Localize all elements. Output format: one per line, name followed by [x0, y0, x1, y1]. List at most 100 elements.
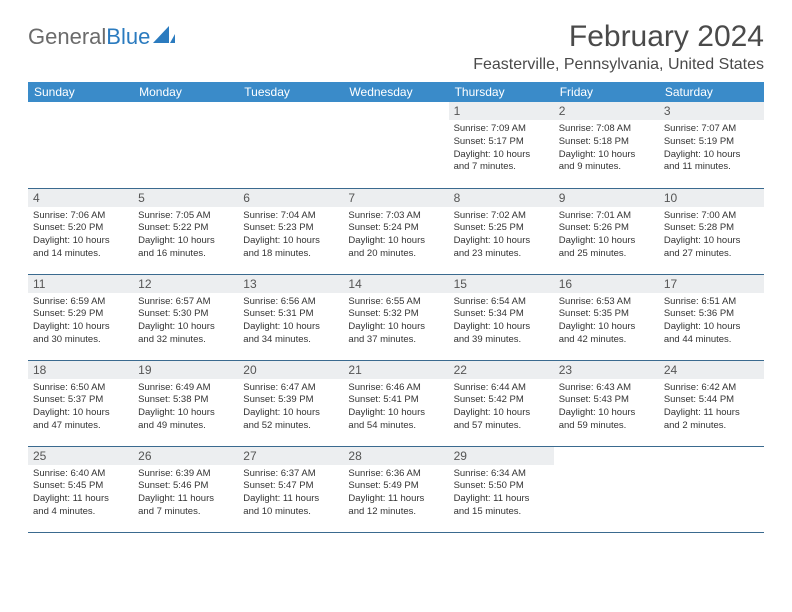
calendar-day-cell: 16Sunrise: 6:53 AMSunset: 5:35 PMDayligh… [554, 274, 659, 360]
day-number: 2 [554, 102, 659, 120]
calendar-day-cell: 6Sunrise: 7:04 AMSunset: 5:23 PMDaylight… [238, 188, 343, 274]
calendar-day-cell: 2Sunrise: 7:08 AMSunset: 5:18 PMDaylight… [554, 102, 659, 188]
day-number: 9 [554, 189, 659, 207]
day-data: Sunrise: 7:04 AMSunset: 5:23 PMDaylight:… [238, 207, 343, 265]
day-number: 1 [449, 102, 554, 120]
day-data: Sunrise: 6:55 AMSunset: 5:32 PMDaylight:… [343, 293, 448, 351]
calendar-day-cell [238, 102, 343, 188]
calendar-day-cell: 21Sunrise: 6:46 AMSunset: 5:41 PMDayligh… [343, 360, 448, 446]
day-header: Saturday [659, 82, 764, 102]
calendar-day-cell: 1Sunrise: 7:09 AMSunset: 5:17 PMDaylight… [449, 102, 554, 188]
calendar-day-cell [343, 102, 448, 188]
day-data: Sunrise: 6:37 AMSunset: 5:47 PMDaylight:… [238, 465, 343, 523]
calendar-day-cell: 22Sunrise: 6:44 AMSunset: 5:42 PMDayligh… [449, 360, 554, 446]
calendar-day-cell: 9Sunrise: 7:01 AMSunset: 5:26 PMDaylight… [554, 188, 659, 274]
day-number: 25 [28, 447, 133, 465]
day-data: Sunrise: 6:51 AMSunset: 5:36 PMDaylight:… [659, 293, 764, 351]
day-number: 4 [28, 189, 133, 207]
day-number: 13 [238, 275, 343, 293]
day-header: Wednesday [343, 82, 448, 102]
calendar-day-cell: 11Sunrise: 6:59 AMSunset: 5:29 PMDayligh… [28, 274, 133, 360]
calendar-day-cell: 15Sunrise: 6:54 AMSunset: 5:34 PMDayligh… [449, 274, 554, 360]
calendar-week-row: 11Sunrise: 6:59 AMSunset: 5:29 PMDayligh… [28, 274, 764, 360]
calendar-day-cell: 8Sunrise: 7:02 AMSunset: 5:25 PMDaylight… [449, 188, 554, 274]
calendar-day-cell: 4Sunrise: 7:06 AMSunset: 5:20 PMDaylight… [28, 188, 133, 274]
calendar-page: GeneralBlue February 2024 Feasterville, … [0, 0, 792, 533]
day-data: Sunrise: 6:36 AMSunset: 5:49 PMDaylight:… [343, 465, 448, 523]
day-data: Sunrise: 6:44 AMSunset: 5:42 PMDaylight:… [449, 379, 554, 437]
calendar-tbody: 1Sunrise: 7:09 AMSunset: 5:17 PMDaylight… [28, 102, 764, 532]
day-data: Sunrise: 7:03 AMSunset: 5:24 PMDaylight:… [343, 207, 448, 265]
day-data: Sunrise: 7:06 AMSunset: 5:20 PMDaylight:… [28, 207, 133, 265]
day-number: 16 [554, 275, 659, 293]
day-number: 20 [238, 361, 343, 379]
day-data: Sunrise: 6:53 AMSunset: 5:35 PMDaylight:… [554, 293, 659, 351]
day-data: Sunrise: 6:39 AMSunset: 5:46 PMDaylight:… [133, 465, 238, 523]
calendar-week-row: 25Sunrise: 6:40 AMSunset: 5:45 PMDayligh… [28, 446, 764, 532]
day-number: 19 [133, 361, 238, 379]
day-data: Sunrise: 6:50 AMSunset: 5:37 PMDaylight:… [28, 379, 133, 437]
day-data: Sunrise: 7:02 AMSunset: 5:25 PMDaylight:… [449, 207, 554, 265]
logo-text-general: General [28, 24, 106, 50]
calendar-day-cell: 20Sunrise: 6:47 AMSunset: 5:39 PMDayligh… [238, 360, 343, 446]
day-number: 18 [28, 361, 133, 379]
day-header: Thursday [449, 82, 554, 102]
calendar-day-cell: 18Sunrise: 6:50 AMSunset: 5:37 PMDayligh… [28, 360, 133, 446]
calendar-day-cell: 23Sunrise: 6:43 AMSunset: 5:43 PMDayligh… [554, 360, 659, 446]
calendar-day-cell: 7Sunrise: 7:03 AMSunset: 5:24 PMDaylight… [343, 188, 448, 274]
day-number: 3 [659, 102, 764, 120]
header: GeneralBlue February 2024 Feasterville, … [28, 20, 764, 74]
calendar-day-cell: 12Sunrise: 6:57 AMSunset: 5:30 PMDayligh… [133, 274, 238, 360]
day-number: 27 [238, 447, 343, 465]
month-title: February 2024 [473, 20, 764, 54]
day-number: 11 [28, 275, 133, 293]
day-data: Sunrise: 6:54 AMSunset: 5:34 PMDaylight:… [449, 293, 554, 351]
day-number: 23 [554, 361, 659, 379]
calendar-day-cell: 25Sunrise: 6:40 AMSunset: 5:45 PMDayligh… [28, 446, 133, 532]
day-number: 24 [659, 361, 764, 379]
day-data: Sunrise: 7:07 AMSunset: 5:19 PMDaylight:… [659, 120, 764, 178]
day-data: Sunrise: 6:49 AMSunset: 5:38 PMDaylight:… [133, 379, 238, 437]
day-number: 28 [343, 447, 448, 465]
day-data: Sunrise: 6:46 AMSunset: 5:41 PMDaylight:… [343, 379, 448, 437]
day-data: Sunrise: 6:56 AMSunset: 5:31 PMDaylight:… [238, 293, 343, 351]
day-data: Sunrise: 7:09 AMSunset: 5:17 PMDaylight:… [449, 120, 554, 178]
calendar-day-cell: 5Sunrise: 7:05 AMSunset: 5:22 PMDaylight… [133, 188, 238, 274]
calendar-thead: SundayMondayTuesdayWednesdayThursdayFrid… [28, 82, 764, 102]
calendar-day-cell: 19Sunrise: 6:49 AMSunset: 5:38 PMDayligh… [133, 360, 238, 446]
day-data: Sunrise: 6:59 AMSunset: 5:29 PMDaylight:… [28, 293, 133, 351]
calendar-week-row: 4Sunrise: 7:06 AMSunset: 5:20 PMDaylight… [28, 188, 764, 274]
day-data: Sunrise: 7:01 AMSunset: 5:26 PMDaylight:… [554, 207, 659, 265]
calendar-day-cell: 13Sunrise: 6:56 AMSunset: 5:31 PMDayligh… [238, 274, 343, 360]
day-header: Friday [554, 82, 659, 102]
day-data: Sunrise: 6:43 AMSunset: 5:43 PMDaylight:… [554, 379, 659, 437]
day-number: 22 [449, 361, 554, 379]
day-number: 12 [133, 275, 238, 293]
calendar-day-cell: 28Sunrise: 6:36 AMSunset: 5:49 PMDayligh… [343, 446, 448, 532]
day-number: 29 [449, 447, 554, 465]
day-number: 14 [343, 275, 448, 293]
calendar-day-cell [659, 446, 764, 532]
day-data: Sunrise: 6:34 AMSunset: 5:50 PMDaylight:… [449, 465, 554, 523]
calendar-day-cell [554, 446, 659, 532]
day-number: 5 [133, 189, 238, 207]
calendar-day-cell: 3Sunrise: 7:07 AMSunset: 5:19 PMDaylight… [659, 102, 764, 188]
day-data: Sunrise: 6:40 AMSunset: 5:45 PMDaylight:… [28, 465, 133, 523]
calendar-day-cell [133, 102, 238, 188]
day-number: 17 [659, 275, 764, 293]
calendar-day-cell: 24Sunrise: 6:42 AMSunset: 5:44 PMDayligh… [659, 360, 764, 446]
calendar-week-row: 18Sunrise: 6:50 AMSunset: 5:37 PMDayligh… [28, 360, 764, 446]
day-header: Sunday [28, 82, 133, 102]
logo: GeneralBlue [28, 24, 175, 50]
day-number: 8 [449, 189, 554, 207]
day-data: Sunrise: 7:05 AMSunset: 5:22 PMDaylight:… [133, 207, 238, 265]
calendar-day-cell: 26Sunrise: 6:39 AMSunset: 5:46 PMDayligh… [133, 446, 238, 532]
day-data: Sunrise: 7:00 AMSunset: 5:28 PMDaylight:… [659, 207, 764, 265]
day-number: 15 [449, 275, 554, 293]
day-header: Tuesday [238, 82, 343, 102]
location: Feasterville, Pennsylvania, United State… [473, 56, 764, 74]
day-data: Sunrise: 6:42 AMSunset: 5:44 PMDaylight:… [659, 379, 764, 437]
day-number: 26 [133, 447, 238, 465]
logo-text-blue: Blue [106, 24, 150, 50]
calendar-day-cell [28, 102, 133, 188]
